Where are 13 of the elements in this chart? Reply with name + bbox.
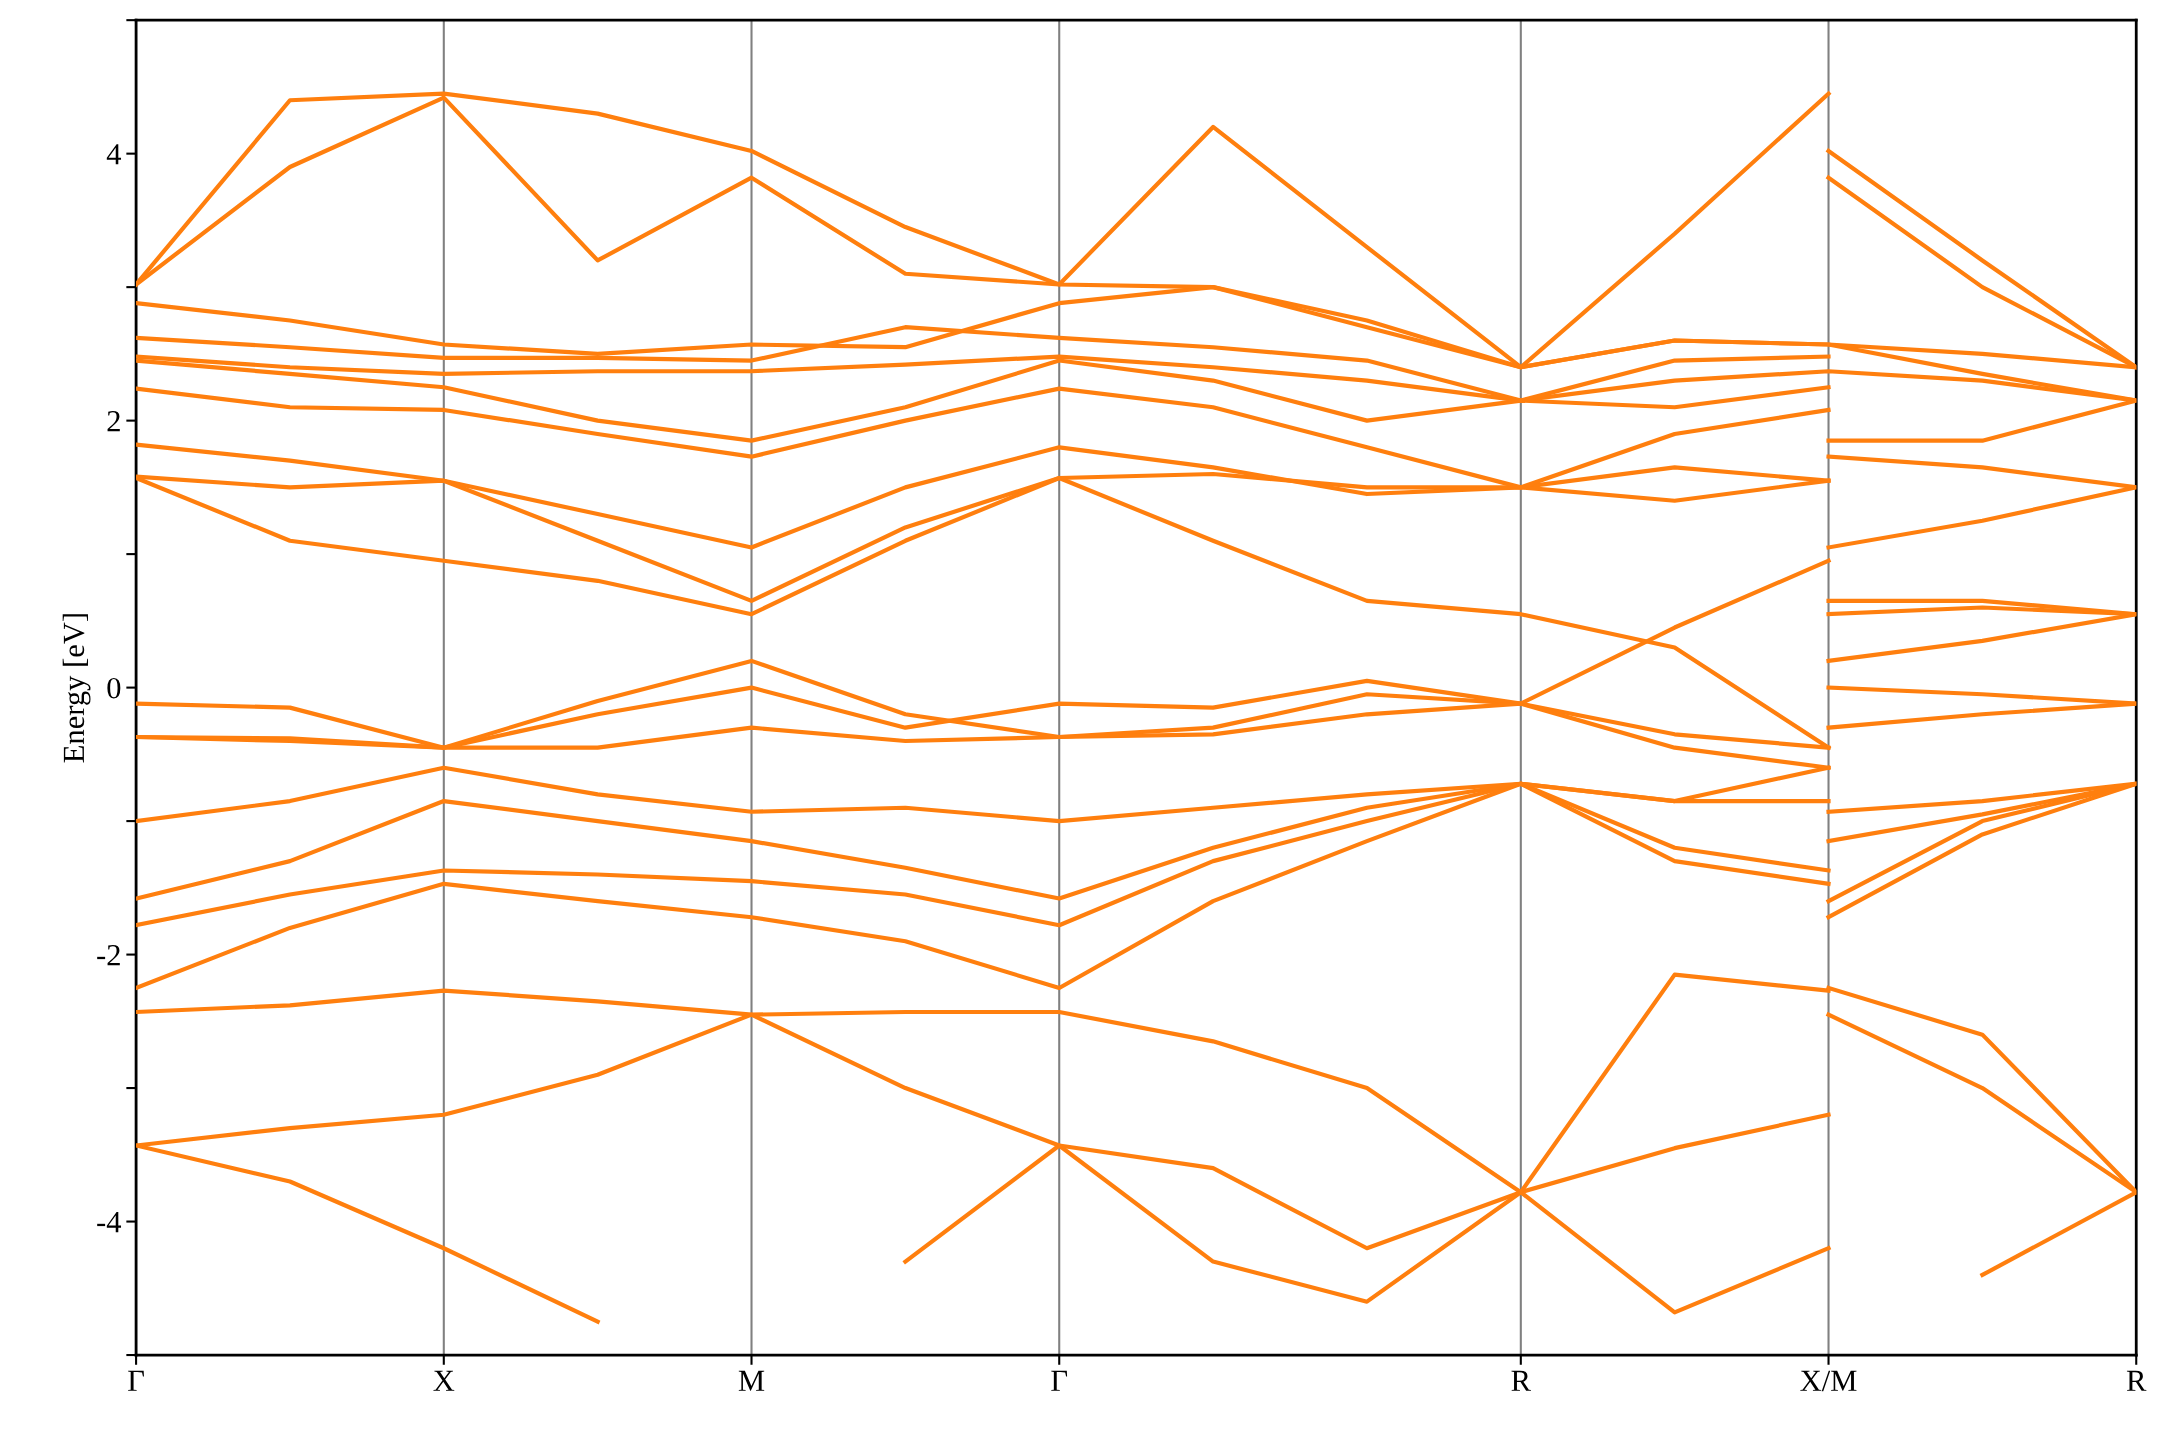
x-tick-label: M (738, 1370, 765, 1391)
x-tick-label: R (2126, 1370, 2147, 1391)
y-tick-label: 0 (107, 677, 121, 699)
y-tick-label: -4 (97, 1212, 122, 1233)
x-tick-label: Γ (128, 1370, 144, 1391)
x-tick-label: X (433, 1370, 455, 1391)
x-tick-label: R (1511, 1370, 1531, 1391)
y-tick-label: -2 (97, 944, 120, 966)
x-tick-label: X/M (1800, 1370, 1857, 1392)
x-tick-label: Γ (1051, 1370, 1068, 1391)
y-tick-label: 4 (106, 144, 122, 165)
y-axis-title: Energy [eV] (62, 614, 91, 763)
y-tick-label: 2 (107, 410, 120, 432)
